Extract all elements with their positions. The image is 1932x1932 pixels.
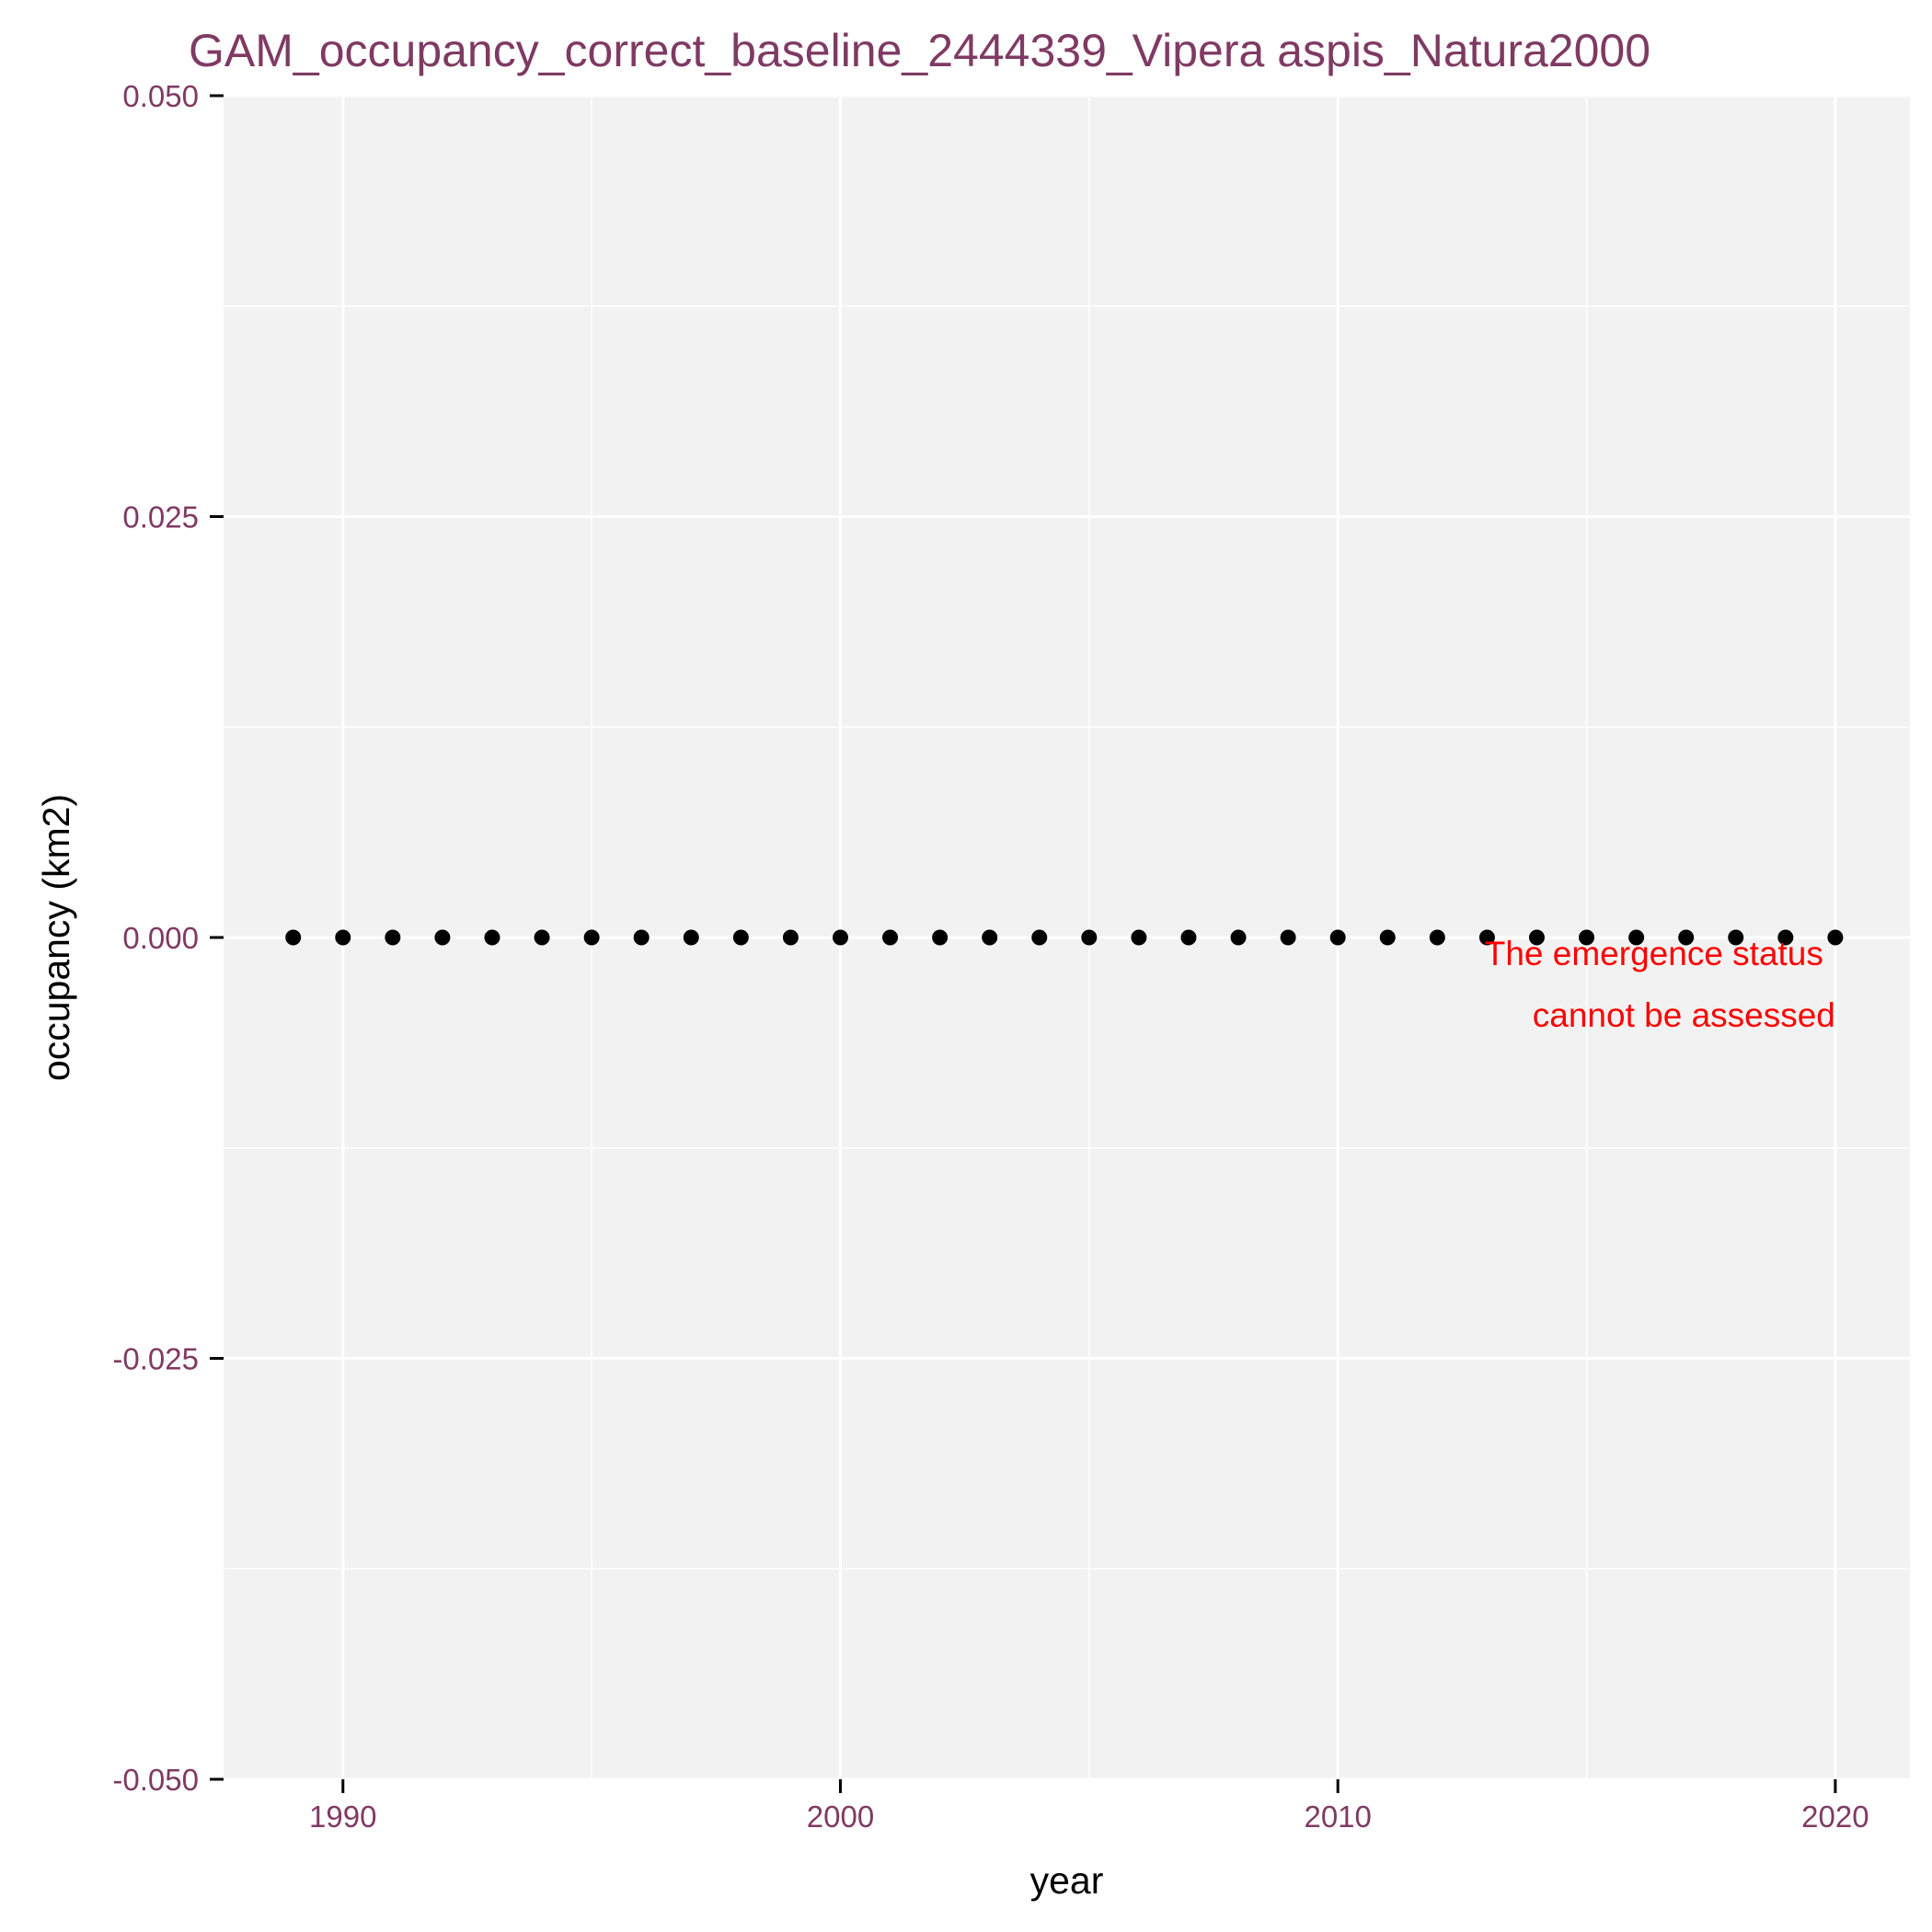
data-point	[484, 929, 500, 946]
y-tick-label: -0.025	[112, 1342, 199, 1376]
data-point	[1678, 929, 1695, 946]
data-point	[1131, 929, 1147, 946]
data-point	[732, 929, 749, 946]
annotation-line: cannot be assessed	[1533, 996, 1835, 1034]
data-point	[1429, 929, 1445, 946]
data-point	[534, 929, 550, 946]
data-point	[1628, 929, 1645, 946]
data-point	[832, 929, 848, 946]
annotation: The emergence status cannot be assessed	[1485, 935, 1835, 1034]
data-point	[1379, 929, 1396, 946]
data-point	[1478, 929, 1495, 946]
data-point	[1329, 929, 1346, 946]
x-tick-label: 2020	[1801, 1800, 1869, 1834]
data-points	[285, 929, 1844, 946]
data-point	[1180, 929, 1197, 946]
y-tick-label: 0.050	[122, 79, 199, 113]
x-tick-label: 2010	[1304, 1800, 1371, 1834]
x-axis: 1990 2000 2010 2020	[309, 1779, 1869, 1834]
y-tick-label: -0.050	[112, 1763, 199, 1797]
x-axis-label: year	[1030, 1859, 1104, 1902]
data-point	[782, 929, 799, 946]
data-point	[1230, 929, 1247, 946]
data-point	[982, 929, 998, 946]
data-point	[1777, 929, 1794, 946]
data-point	[285, 929, 302, 946]
x-tick-label: 1990	[309, 1800, 376, 1834]
data-point	[434, 929, 451, 946]
data-point	[335, 929, 351, 946]
data-point	[1728, 929, 1744, 946]
data-point	[683, 929, 699, 946]
data-point	[1031, 929, 1048, 946]
annotation-line: The emergence status	[1485, 935, 1823, 972]
data-point	[1827, 929, 1844, 946]
data-point	[882, 929, 899, 946]
data-point	[1528, 929, 1545, 946]
data-point	[385, 929, 401, 946]
data-point	[583, 929, 600, 946]
y-tick-label: 0.025	[122, 500, 199, 535]
chart-title: GAM_occupancy_correct_baseline_2444339_V…	[189, 25, 1650, 76]
data-point	[1579, 929, 1595, 946]
y-tick-label: 0.000	[122, 921, 199, 955]
data-point	[1280, 929, 1296, 946]
y-axis-label: occupancy (km2)	[35, 794, 77, 1081]
data-point	[633, 929, 650, 946]
y-axis: 0.050 0.025 0.000 -0.025 -0.050	[112, 79, 224, 1797]
data-point	[932, 929, 949, 946]
data-point	[1081, 929, 1098, 946]
x-tick-label: 2000	[807, 1800, 874, 1834]
